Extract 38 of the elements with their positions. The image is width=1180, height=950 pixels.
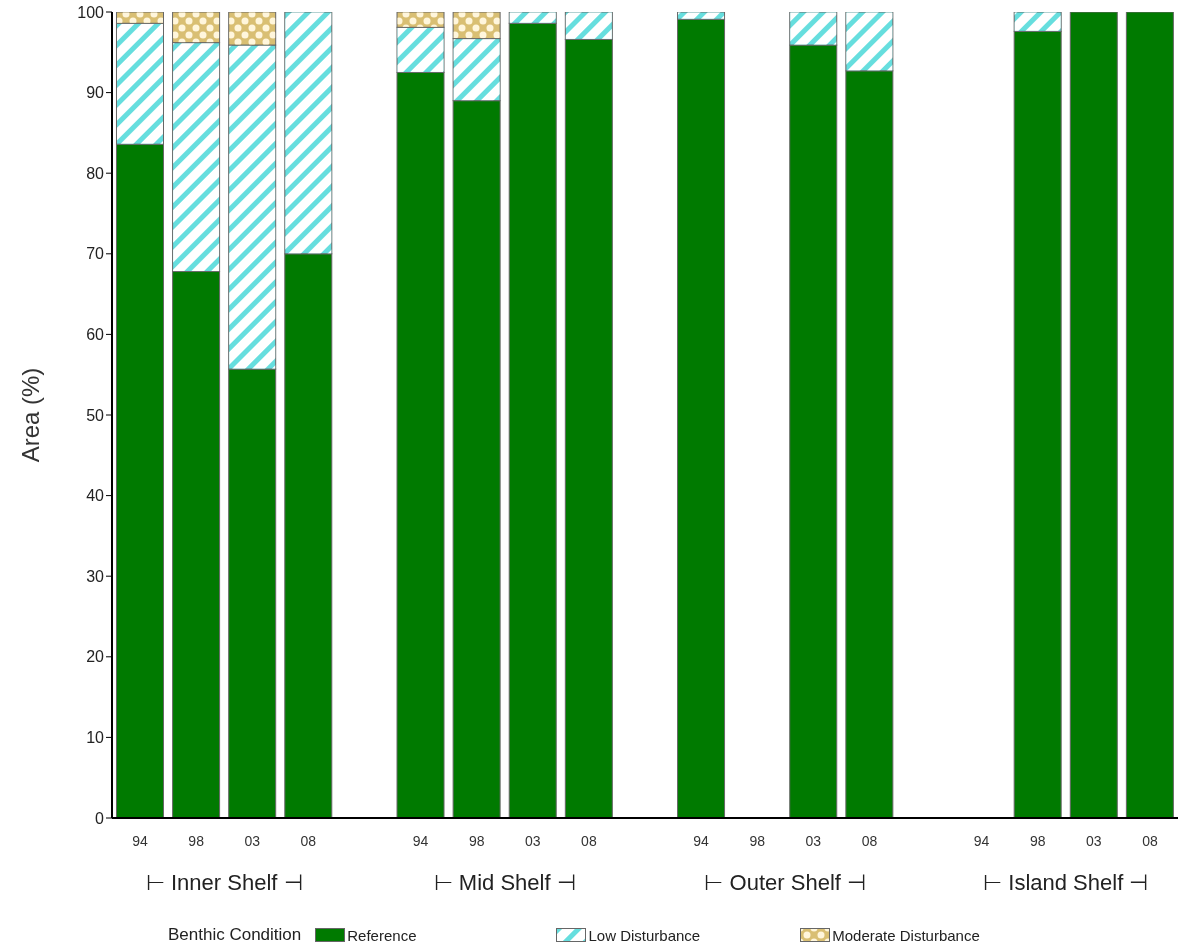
x-tick-label: 98 (468, 832, 485, 849)
x-tick-label: 03 (805, 832, 822, 849)
text: ⊢ Mid Shelf ⊣ (432, 870, 577, 896)
y-tick-label: 80 (86, 164, 105, 182)
y-tick-label: 20 (86, 648, 105, 666)
y-tick-label: 50 (86, 406, 105, 424)
legend-label: Moderate Disturbance (831, 926, 980, 944)
y-tick-label: 40 (86, 487, 105, 505)
x-tick-label: 03 (244, 832, 261, 849)
x-tick-label: 03 (525, 832, 541, 849)
x-tick-label: 94 (412, 832, 429, 849)
x-tick-label: 98 (749, 832, 766, 849)
y-axis-title: Area (%) (16, 367, 44, 463)
y-tick-label: 60 (86, 326, 105, 344)
legend-label: Low Disturbance (587, 926, 701, 944)
y-tick-label: 0 (95, 809, 105, 827)
x-tick-label: 98 (1029, 832, 1046, 849)
x-tick-label: 98 (188, 832, 205, 849)
x-tick-label: 94 (973, 832, 990, 849)
x-tick-label: 08 (861, 832, 878, 849)
y-tick-label: 10 (86, 729, 105, 747)
legend-label: Reference (346, 926, 417, 944)
y-tick-label: 90 (86, 84, 105, 102)
y-tick-label: 100 (77, 3, 105, 21)
x-tick-label: 08 (581, 832, 597, 849)
bar (1125, 12, 1174, 818)
legend-title: Benthic Condition (168, 925, 302, 945)
text: ⊢ Outer Shelf ⊣ (703, 870, 867, 896)
x-tick-label: 94 (132, 832, 149, 849)
y-tick-label: 70 (86, 245, 105, 263)
x-tick-label: 94 (693, 832, 710, 849)
x-tick-label: 08 (300, 832, 317, 849)
bar (1069, 12, 1118, 818)
x-tick-label: 03 (1086, 832, 1102, 849)
text: ⊢ Inner Shelf ⊣ (144, 870, 304, 896)
text: ⊢ Island Shelf ⊣ (982, 870, 1150, 896)
y-tick-label: 30 (86, 567, 105, 585)
x-tick-label: 08 (1142, 832, 1158, 849)
